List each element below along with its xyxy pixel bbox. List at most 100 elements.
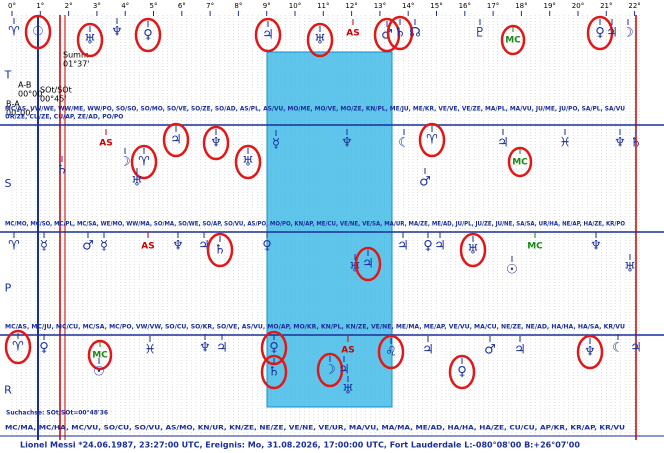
highlight-ring (76, 22, 104, 58)
planet-symbol: ♓ (144, 343, 156, 358)
degree-label: 9° (263, 2, 271, 10)
planet-symbol: ♅ (242, 155, 254, 170)
axis-note: Suchachse: SOt/SOt=00°48'36 (6, 410, 108, 417)
highlight-ring (386, 15, 414, 51)
planet-symbol: ♅ (84, 33, 96, 48)
planet-symbol: AS (346, 29, 359, 39)
info-value: 00°45' (40, 95, 67, 104)
degree-label: 8° (234, 2, 242, 10)
highlight-ring (202, 125, 230, 161)
highlight-ring (24, 14, 52, 50)
highlight-ring (500, 24, 526, 56)
planet-symbol: ♀ (262, 239, 272, 254)
planet-symbol: ♆ (199, 341, 211, 356)
degree-label: 6° (178, 2, 186, 10)
row-label: P (5, 282, 12, 295)
planet-symbol: ♂ (419, 175, 431, 190)
planet-symbol: ♄ (268, 365, 280, 380)
degree-label: 12° (345, 2, 357, 10)
degree-label: 17° (487, 2, 499, 10)
planet-symbol: ♀ (269, 341, 279, 356)
planet-symbol: ♓ (559, 136, 571, 151)
planet-symbol: ☉ (32, 25, 44, 40)
row-label: R (4, 384, 12, 397)
degree-label: 4° (121, 2, 129, 10)
footer: Lionel Messi *24.06.1987, 23:27:00 UTC, … (20, 441, 580, 450)
planet-symbol: ☿ (40, 239, 48, 254)
info-label: SOt/SOt (40, 86, 72, 95)
planet-symbol: MC (512, 158, 528, 168)
planet-symbol: MC (527, 242, 543, 252)
highlight-ring (134, 17, 162, 53)
planet-symbol: ☽ (324, 363, 336, 378)
highlight-ring (377, 334, 405, 370)
degree-label: 19° (543, 2, 555, 10)
row-label: S (5, 177, 12, 190)
highlight-ring (354, 246, 382, 282)
highlight-ring (206, 232, 234, 268)
info-label: A-B (18, 81, 31, 90)
highlight-ring (418, 122, 446, 158)
degree-label: 2° (65, 2, 73, 10)
planet-symbol: ☿ (272, 137, 280, 152)
planet-symbol: ♅ (467, 243, 479, 258)
degree-label: 10° (289, 2, 301, 10)
highlight-ring (316, 352, 344, 388)
planet-symbol: ♃ (630, 341, 642, 356)
planet-symbol: ♈ (8, 239, 20, 254)
planet-symbol: ♅ (342, 383, 354, 398)
degree-label: 0° (8, 2, 16, 10)
planet-symbol: ♆ (172, 239, 184, 254)
planet-symbol: ♄ (630, 136, 642, 151)
planet-symbol: ☉ (506, 263, 518, 278)
highlight-ring (234, 144, 262, 180)
degree-label: 11° (317, 2, 329, 10)
highlight-ring (4, 329, 32, 365)
planet-symbol: ☽ (622, 26, 634, 41)
planet-symbol: ♆ (584, 345, 596, 360)
planet-symbol: ♇ (474, 26, 486, 41)
highlight-ring (576, 334, 604, 370)
planet-symbol: ♃ (170, 133, 182, 148)
planet-symbol: ☾ (612, 341, 624, 356)
degree-label: 1° (36, 2, 44, 10)
highlight-ring (130, 144, 158, 180)
info-value: 00°00' (6, 109, 33, 118)
highlight-ring (87, 339, 113, 371)
highlight-ring (448, 354, 476, 390)
highlight-ring (254, 17, 282, 53)
degree-label: 14° (402, 2, 414, 10)
planet-symbol: ♃ (338, 363, 350, 378)
planet-symbol: MC (505, 36, 521, 46)
planet-symbol: ♀ (39, 341, 49, 356)
highlight-ring (306, 22, 334, 58)
planet-symbol: ♃ (362, 257, 374, 272)
planet-symbol: ♀ (143, 28, 153, 43)
planet-symbol: ♃ (606, 26, 618, 41)
planet-symbol: ♂ (484, 343, 496, 358)
info-value: 00°00' (18, 90, 45, 99)
planet-symbol: ♅ (314, 33, 326, 48)
planet-symbol: ♀ (457, 365, 467, 380)
highlight-ring (373, 17, 401, 53)
degree-label: 15° (430, 2, 442, 10)
planet-symbol: AS (341, 346, 354, 356)
planet-symbol: ♄ (214, 243, 226, 258)
planet-symbol: ♆ (614, 136, 626, 151)
search-window (266, 51, 393, 408)
midpoint-list: MC/MO, MC/SO, MC/PL, MC/SA, WE/MO, WW/MA… (5, 221, 625, 228)
degree-label: 7° (206, 2, 214, 10)
planet-symbol: ♃ (434, 239, 446, 254)
planet-symbol: ♃ (198, 239, 210, 254)
highlight-ring (260, 354, 288, 390)
midpoint-list: UR/ZE, CU/ZE, CU/AP, ZE/AD, PO/PO (5, 114, 123, 121)
midpoint-list: MC/AS, VW/WE, WW/ME, WW/PO, SO/SO, SO/MO… (5, 106, 625, 113)
planet-symbol: ☊ (409, 26, 421, 41)
planet-symbol: ♆ (111, 25, 123, 40)
planet-symbol: ☉ (93, 365, 105, 380)
planet-symbol: AS (99, 139, 112, 149)
degree-label: 20° (572, 2, 584, 10)
planet-symbol: ♈ (426, 133, 438, 148)
planet-symbol: ♅ (349, 261, 361, 276)
